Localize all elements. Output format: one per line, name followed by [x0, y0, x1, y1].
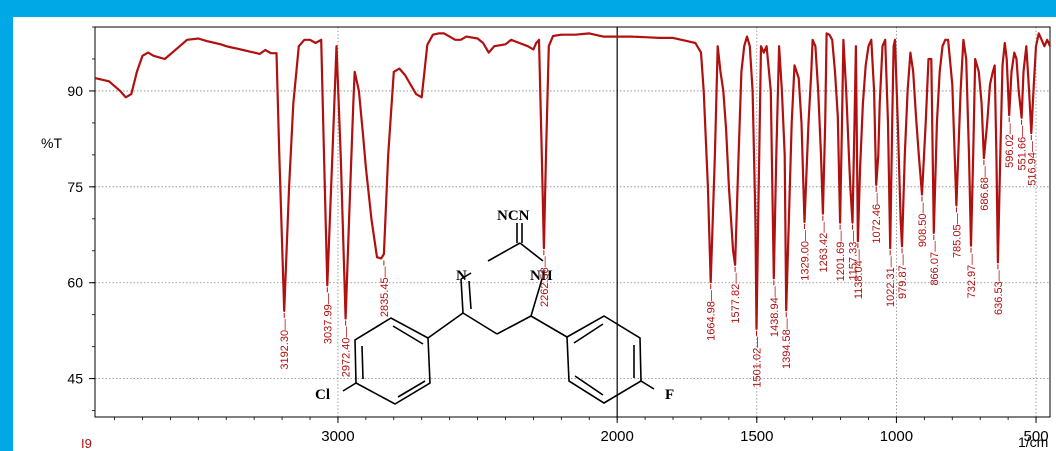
- grid: [95, 27, 1050, 417]
- peak-label: 1329.00—: [800, 230, 812, 281]
- peak-label: 866.07—: [929, 241, 941, 286]
- y-axis-label: %T: [41, 135, 62, 151]
- peak-label: 3192.30—: [279, 319, 291, 370]
- plot-border: [94, 26, 1051, 418]
- ring-nh-label: NH: [530, 268, 553, 284]
- peak-labels: 3192.30— 3037.99— 2972.40— 2835.45— 2262.58—…: [279, 117, 1038, 388]
- peak-label: 1577.82—: [730, 273, 742, 324]
- peak-label: 516.94—: [1026, 141, 1038, 186]
- peak-label: 1501.02—: [752, 337, 764, 388]
- x-tick-label: 3000: [321, 428, 354, 445]
- axis-ticks: [89, 26, 1037, 423]
- x-tick-label: 1000: [880, 428, 913, 445]
- peak-label: 686.68—: [979, 166, 991, 211]
- y-tick-label: 90: [67, 83, 83, 99]
- peak-label: 2262.58—: [539, 256, 551, 307]
- y-tick-label: 75: [67, 179, 83, 195]
- x-tick-label: 1500: [740, 428, 773, 445]
- x-axis-label: 1/cm: [1018, 434, 1048, 450]
- peak-label: 1438.94—: [769, 286, 781, 337]
- peak-label: 1201.69—: [835, 231, 847, 282]
- x-tick-label: 2000: [600, 428, 633, 445]
- peak-label: 1138.04—: [853, 249, 865, 299]
- peak-label: 732.97—: [966, 254, 978, 299]
- peak-label: 1022.31—: [885, 256, 897, 307]
- ncn-group-label: NCN: [497, 208, 530, 224]
- peak-label: 908.50—: [917, 203, 929, 248]
- peak-label: 1263.42—: [818, 222, 830, 273]
- spectrum-line: [94, 32, 1052, 330]
- y-tick-labels: 90 75 60 45: [67, 83, 83, 387]
- molecule-atom-labels: NCN N NH Cl F: [315, 208, 674, 403]
- peak-label: 1157.33—: [848, 231, 860, 281]
- peak-label: 2835.45—: [379, 266, 391, 317]
- peak-label: 1072.46—: [871, 193, 883, 244]
- peak-label: 979.87—: [897, 254, 909, 299]
- fluorine-label: F: [665, 387, 674, 403]
- y-tick-label: 45: [67, 371, 83, 387]
- peak-label: 1664.98—: [706, 290, 718, 341]
- y-tick-label: 60: [67, 275, 83, 291]
- x-tick-label: 500: [1024, 428, 1049, 445]
- ring-nitrogen-label: N: [456, 268, 467, 284]
- peak-label: 551.66—: [1017, 126, 1029, 171]
- peak-label: 3037.99—: [322, 293, 334, 344]
- chart-paper: 90 75 60 45 3000 2000 1500 1000 500 %T 1/cm I9: [13, 17, 1056, 451]
- peak-label: 785.05—: [951, 213, 963, 258]
- molecule-structure: [342, 223, 655, 405]
- spectrum-id-label: I9: [81, 436, 92, 451]
- ir-spectrum-chart: 90 75 60 45 3000 2000 1500 1000 500 %T 1/cm I9: [41, 26, 1052, 451]
- peak-label: 596.02—: [1004, 123, 1016, 168]
- peak-label: 1394.58—: [781, 318, 793, 369]
- peak-label: 2972.40—: [341, 327, 353, 378]
- peak-label: 636.53—: [993, 270, 1005, 315]
- chlorine-label: Cl: [315, 387, 330, 403]
- x-tick-labels: 3000 2000 1500 1000 500: [321, 428, 1048, 445]
